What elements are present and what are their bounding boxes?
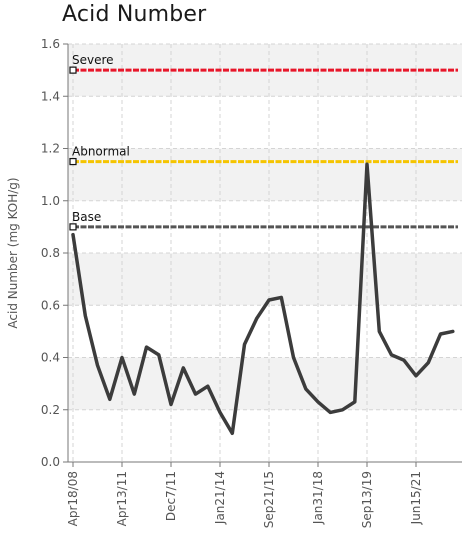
threshold-marker-abnormal xyxy=(69,157,77,166)
y-tick-label: 0.4 xyxy=(41,351,60,365)
plot-band xyxy=(68,96,462,149)
x-tick-label: Jan31/18 xyxy=(311,471,325,525)
plot-band xyxy=(68,148,462,201)
y-tick-label: 1.2 xyxy=(41,142,60,156)
plot-band xyxy=(68,305,462,358)
threshold-lines: Severe Abnormal Base xyxy=(69,53,458,231)
series-line xyxy=(71,162,455,436)
y-tick-label: 0.0 xyxy=(41,455,60,469)
y-tick-label: 1.6 xyxy=(41,37,60,51)
x-tick-label: Apr13/11 xyxy=(115,471,129,526)
y-tick-label: 0.2 xyxy=(41,403,60,417)
threshold-marker-severe xyxy=(69,66,77,74)
plot-band xyxy=(68,357,462,410)
threshold-label-base: Base xyxy=(72,210,101,224)
tick-labels: 0.0 0.2 0.4 0.6 0.8 1.0 1.2 1.4 1.6 Apr18/08 Apr13… xyxy=(41,37,423,528)
chart-title: Acid Number xyxy=(62,2,207,27)
y-tick-label: 1.0 xyxy=(41,194,60,208)
x-tick-label: Sep21/15 xyxy=(262,471,276,528)
x-tick-label: Jun15/21 xyxy=(409,471,423,525)
x-tick-label: Apr18/08 xyxy=(66,471,80,526)
x-tick-label: Jan21/14 xyxy=(213,471,227,525)
y-tick-label: 1.4 xyxy=(41,89,60,103)
y-axis-label: Acid Number (mg KOH/g) xyxy=(6,177,20,328)
y-tick-label: 0.6 xyxy=(41,298,60,312)
axes xyxy=(63,43,462,467)
plot-band xyxy=(68,253,462,306)
x-tick-label: Dec7/11 xyxy=(164,471,178,521)
threshold-label-severe: Severe xyxy=(72,53,114,67)
y-tick-label: 0.8 xyxy=(41,246,60,260)
threshold-marker-base xyxy=(69,223,77,231)
x-tick-label: Sep13/19 xyxy=(360,471,374,528)
threshold-label-abnormal: Abnormal xyxy=(72,145,130,159)
plot-band xyxy=(68,409,462,462)
data-series xyxy=(71,162,455,436)
